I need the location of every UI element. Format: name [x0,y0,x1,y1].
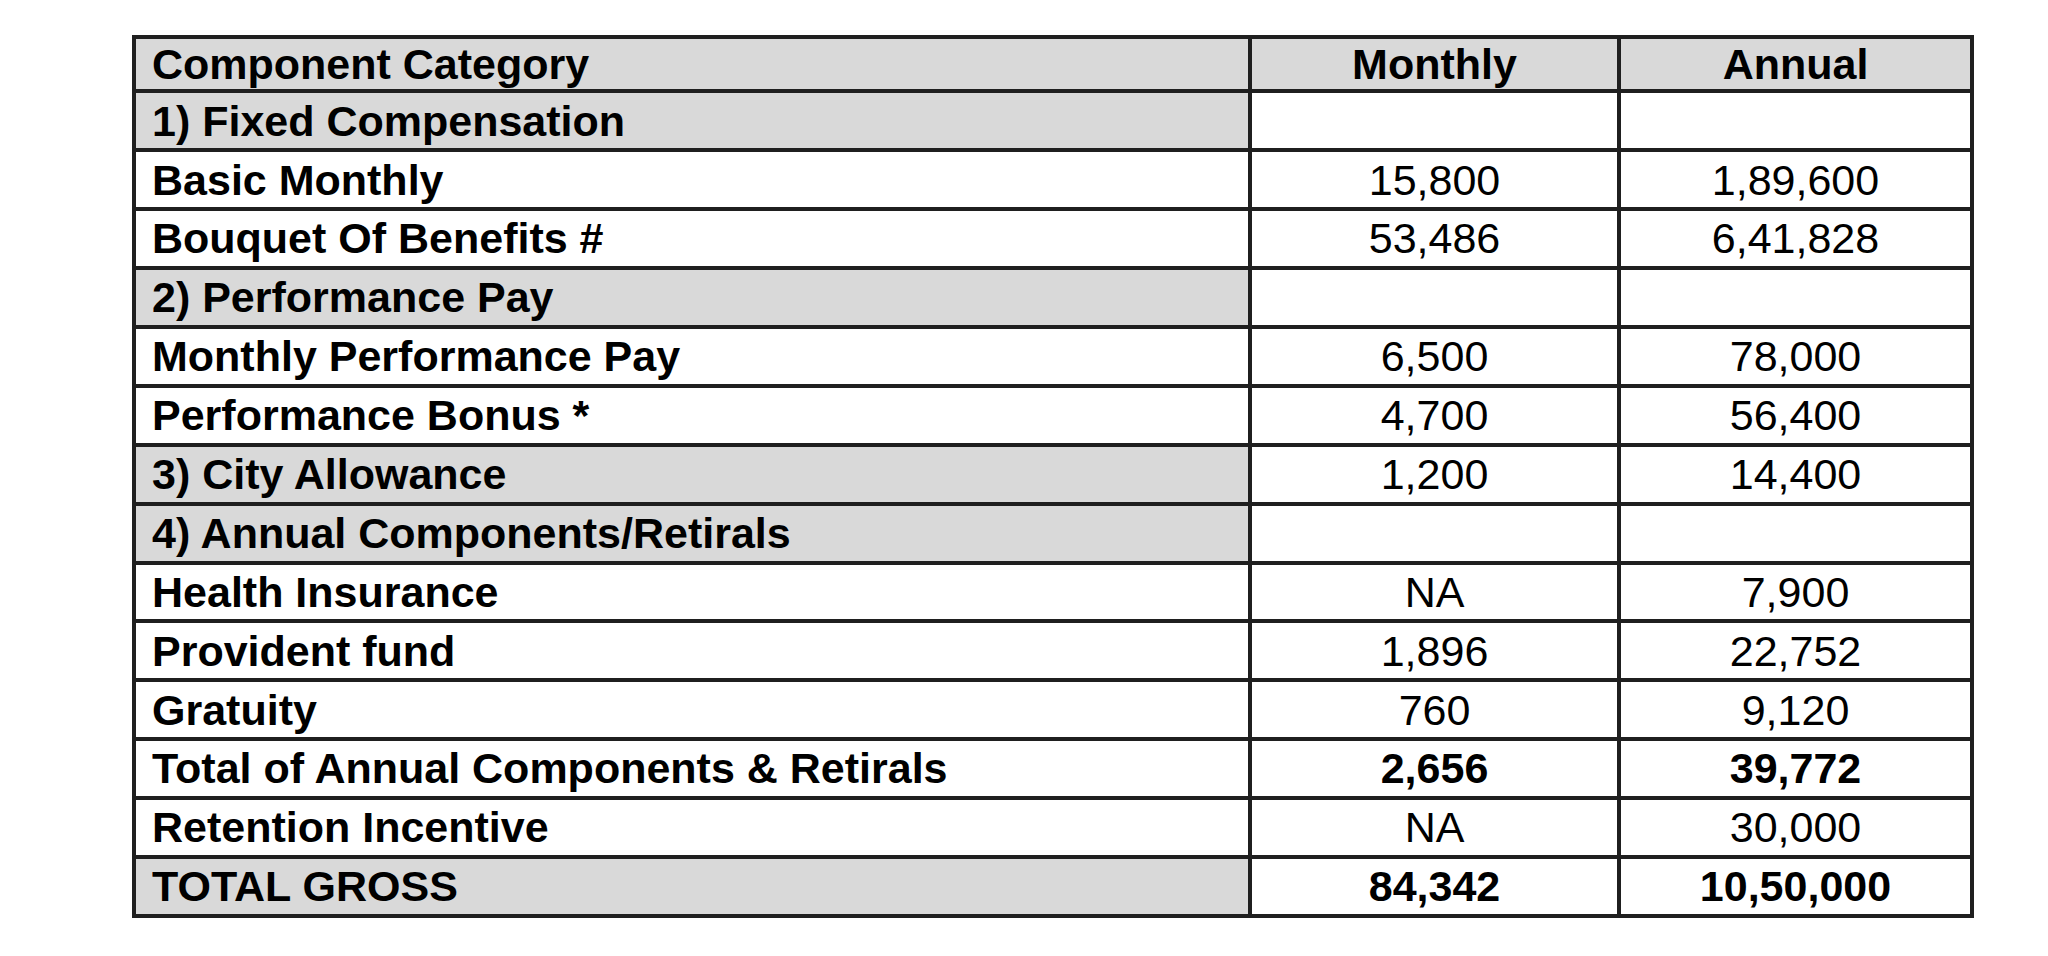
row-label-cell: 1) Fixed Compensation [134,91,1250,150]
monthly-value-cell: 4,700 [1250,386,1619,445]
row-label-cell: 3) City Allowance [134,445,1250,504]
subtotal-row: Total of Annual Components & Retirals2,6… [134,739,1972,798]
table-row: Provident fund1,89622,752 [134,621,1972,680]
annual-value-cell: 39,772 [1619,739,1972,798]
table-row: Health InsuranceNA7,900 [134,563,1972,622]
row-label-cell: 2) Performance Pay [134,268,1250,327]
monthly-value-cell: 760 [1250,680,1619,739]
section-row: 2) Performance Pay [134,268,1972,327]
annual-value-cell: 6,41,828 [1619,209,1972,268]
table-row: Basic Monthly15,8001,89,600 [134,150,1972,209]
annual-value-cell: 56,400 [1619,386,1972,445]
monthly-value-cell [1250,268,1619,327]
monthly-value-cell: 6,500 [1250,327,1619,386]
section-row: 1) Fixed Compensation [134,91,1972,150]
table-row: Bouquet Of Benefits #53,4866,41,828 [134,209,1972,268]
column-header-annual: Annual [1619,37,1972,91]
monthly-value-cell [1250,91,1619,150]
annual-value-cell [1619,91,1972,150]
monthly-value-cell: 1,896 [1250,621,1619,680]
annual-value-cell: 22,752 [1619,621,1972,680]
monthly-value-cell: NA [1250,798,1619,857]
monthly-value-cell [1250,504,1619,563]
table-row: Retention IncentiveNA30,000 [134,798,1972,857]
table-row: Performance Bonus *4,70056,400 [134,386,1972,445]
monthly-value-cell: NA [1250,563,1619,622]
annual-value-cell: 14,400 [1619,445,1972,504]
annual-value-cell [1619,504,1972,563]
monthly-value-cell: 84,342 [1250,857,1619,916]
row-label-cell: Monthly Performance Pay [134,327,1250,386]
row-label-cell: TOTAL GROSS [134,857,1250,916]
monthly-value-cell: 2,656 [1250,739,1619,798]
table-body: 1) Fixed CompensationBasic Monthly15,800… [134,91,1972,916]
section-row: 3) City Allowance1,20014,400 [134,445,1972,504]
row-label-cell: Provident fund [134,621,1250,680]
row-label-cell: Bouquet Of Benefits # [134,209,1250,268]
row-label-cell: Gratuity [134,680,1250,739]
row-label-cell: Total of Annual Components & Retirals [134,739,1250,798]
row-label-cell: 4) Annual Components/Retirals [134,504,1250,563]
row-label-cell: Basic Monthly [134,150,1250,209]
compensation-table: Component CategoryMonthlyAnnual 1) Fixed… [132,35,1974,918]
table-row: Monthly Performance Pay6,50078,000 [134,327,1972,386]
annual-value-cell: 10,50,000 [1619,857,1972,916]
row-label-cell: Health Insurance [134,563,1250,622]
column-header-component-category: Component Category [134,37,1250,91]
annual-value-cell: 78,000 [1619,327,1972,386]
annual-value-cell: 30,000 [1619,798,1972,857]
grand_total-row: TOTAL GROSS84,34210,50,000 [134,857,1972,916]
header-row: Component CategoryMonthlyAnnual [134,37,1972,91]
monthly-value-cell: 53,486 [1250,209,1619,268]
monthly-value-cell: 1,200 [1250,445,1619,504]
annual-value-cell: 7,900 [1619,563,1972,622]
section-row: 4) Annual Components/Retirals [134,504,1972,563]
table-header: Component CategoryMonthlyAnnual [134,37,1972,91]
annual-value-cell: 1,89,600 [1619,150,1972,209]
monthly-value-cell: 15,800 [1250,150,1619,209]
row-label-cell: Performance Bonus * [134,386,1250,445]
column-header-monthly: Monthly [1250,37,1619,91]
row-label-cell: Retention Incentive [134,798,1250,857]
annual-value-cell: 9,120 [1619,680,1972,739]
table-row: Gratuity7609,120 [134,680,1972,739]
document-page: Component CategoryMonthlyAnnual 1) Fixed… [0,0,2048,956]
annual-value-cell [1619,268,1972,327]
